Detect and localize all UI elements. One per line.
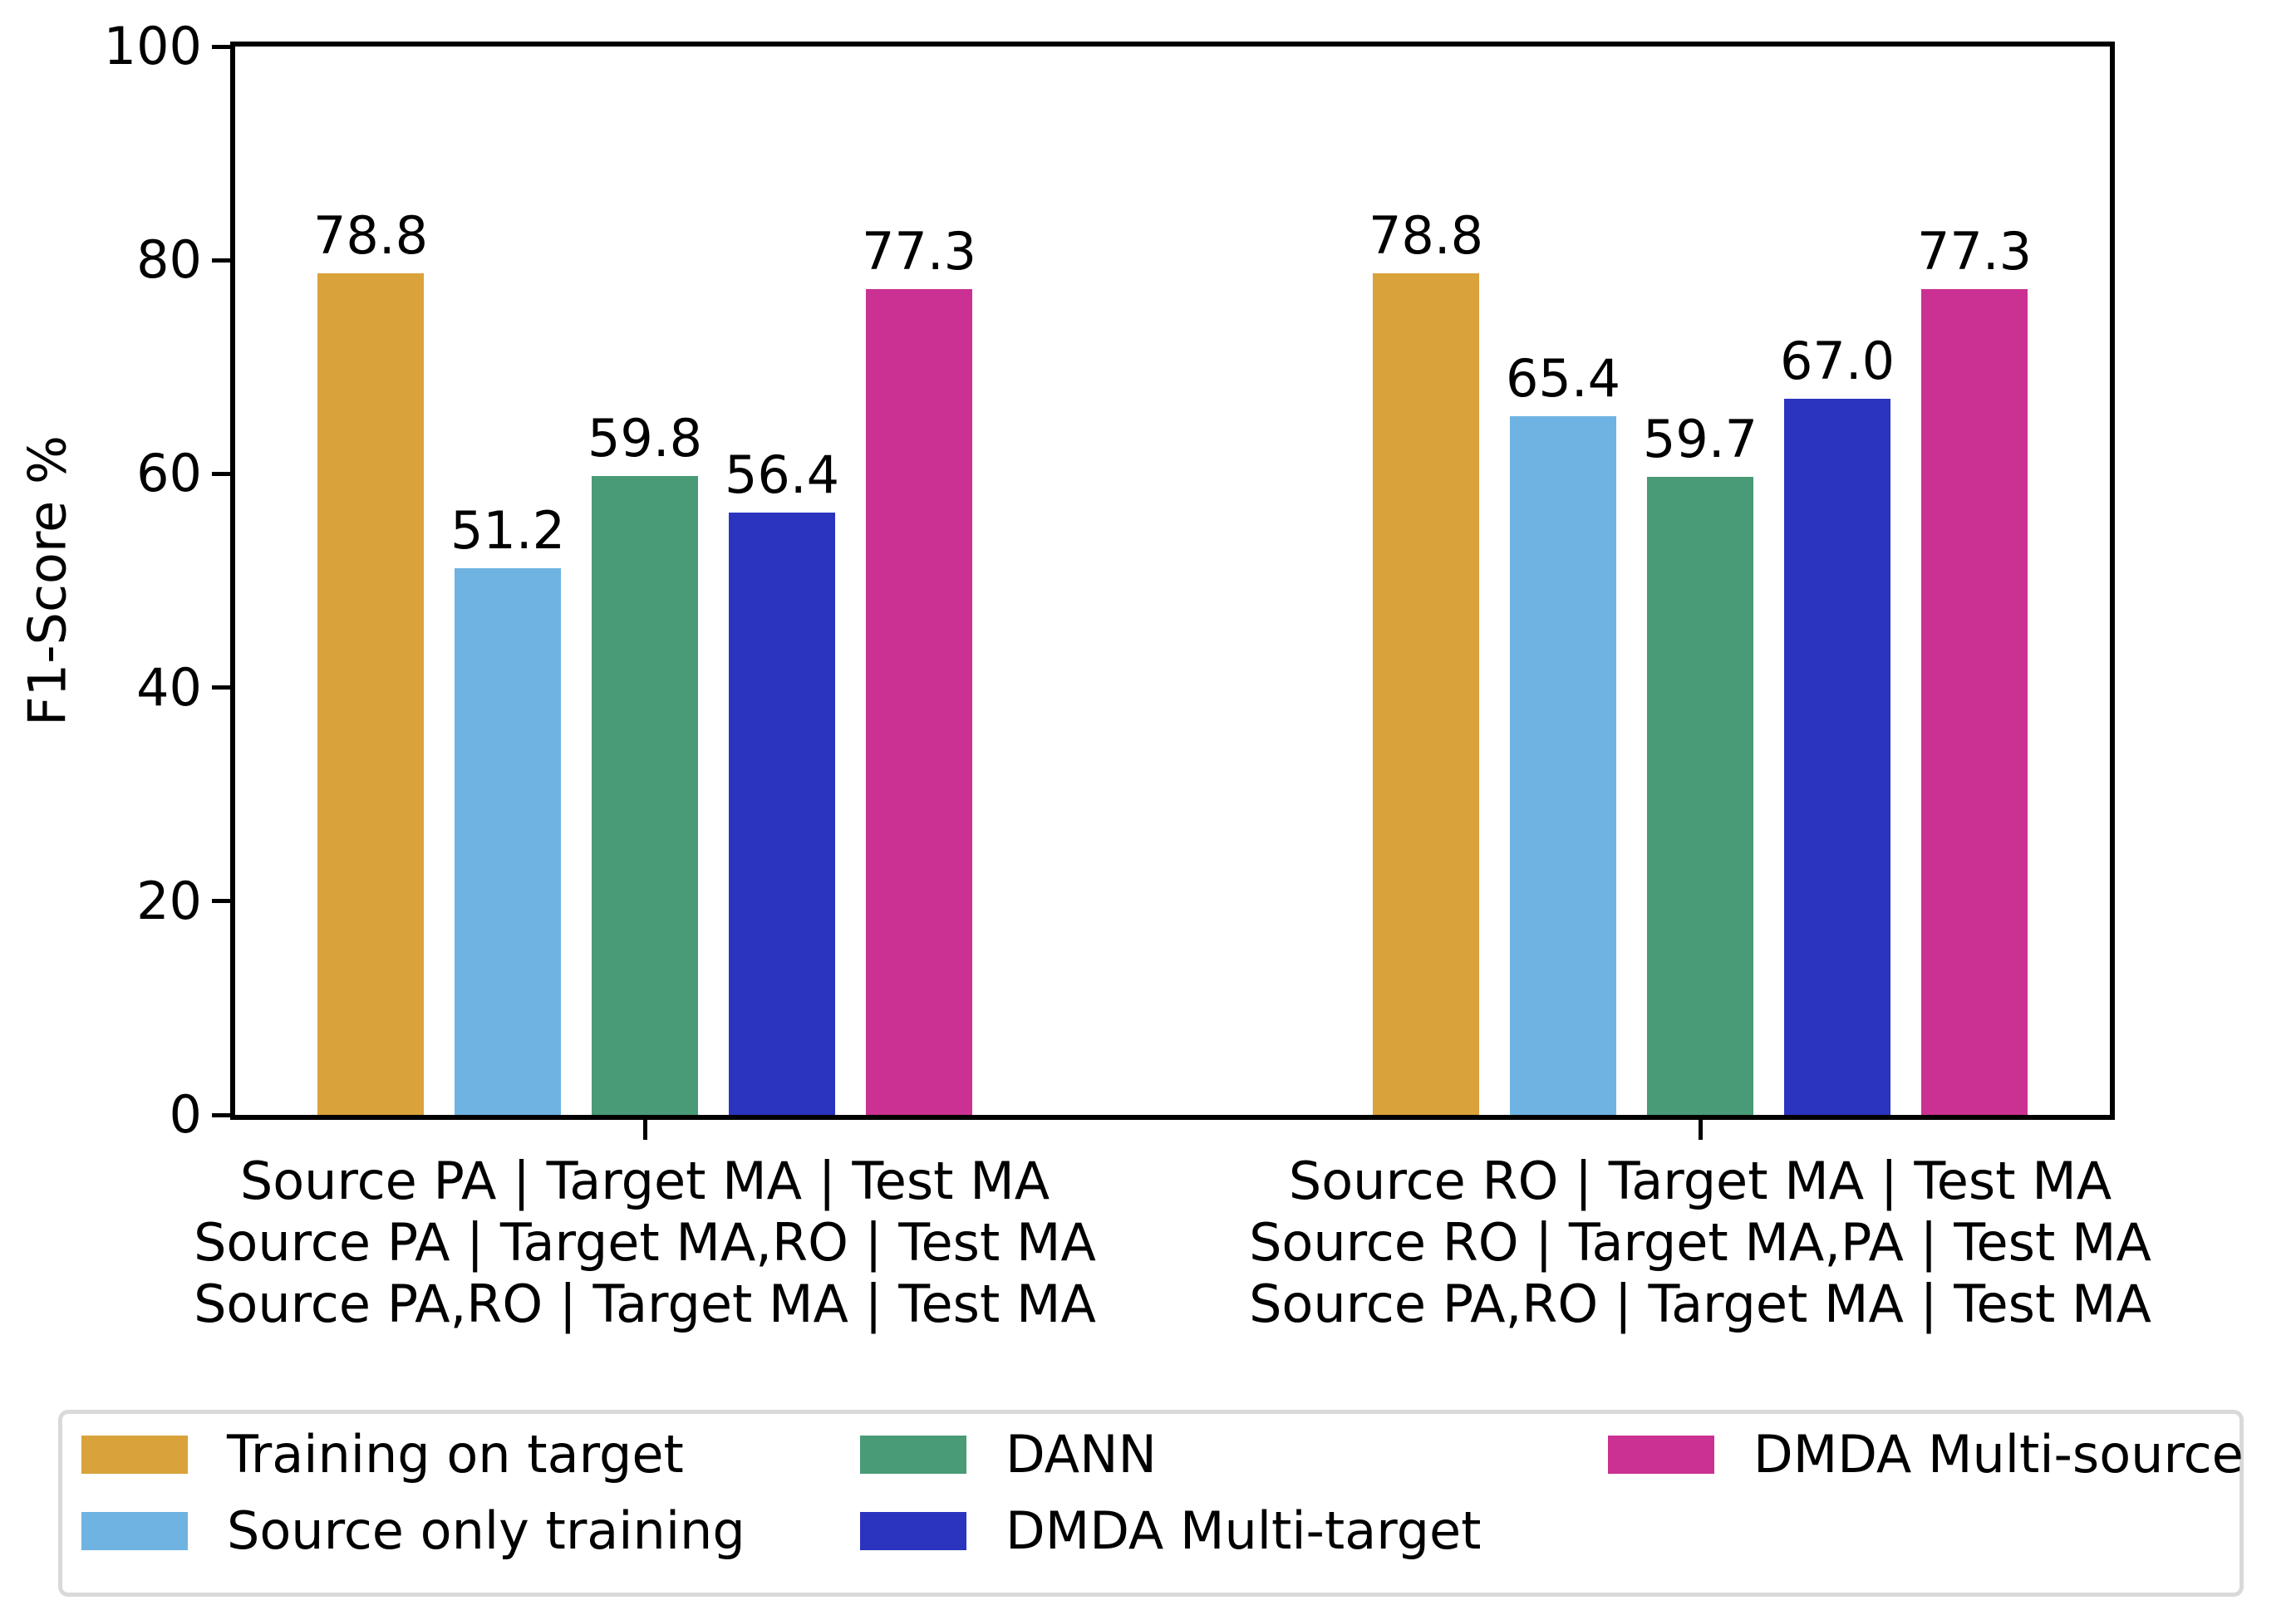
bar-value-label: 77.3 bbox=[1916, 220, 2033, 282]
x-tick-label: Source RO | Target MA | Test MA Source RO… bbox=[1077, 1151, 2296, 1335]
legend-swatch-dmda-multi-source bbox=[1608, 1436, 1714, 1474]
legend-swatch-source-only-training bbox=[81, 1512, 188, 1550]
bar-dmda-multi-source bbox=[1921, 288, 2028, 1115]
bar-value-label: 59.7 bbox=[1642, 409, 1758, 470]
y-tick-mark bbox=[212, 44, 230, 49]
y-tick-label: 40 bbox=[136, 656, 202, 718]
bar-value-label: 67.0 bbox=[1779, 331, 1895, 392]
y-tick-mark bbox=[212, 1112, 230, 1117]
legend: Training on target Source only training DA… bbox=[58, 1410, 2244, 1597]
y-tick-label: 80 bbox=[136, 229, 202, 291]
legend-label: DMDA Multi-source bbox=[1753, 1424, 2244, 1485]
bar-value-label: 78.8 bbox=[1368, 204, 1484, 266]
x-tick-label-line: Source PA,RO | Target MA | Test MA bbox=[1249, 1274, 2151, 1334]
bar-value-label: 65.4 bbox=[1505, 347, 1621, 409]
y-tick-mark bbox=[212, 899, 230, 904]
bar-dann bbox=[592, 475, 698, 1115]
legend-swatch-dann bbox=[860, 1436, 966, 1474]
x-tick-label-line: Source RO | Target MA,PA | Test MA bbox=[1249, 1212, 2151, 1273]
y-tick-mark bbox=[212, 258, 230, 263]
x-tick-label-line: Source RO | Target MA | Test MA bbox=[1288, 1151, 2112, 1211]
bar-value-label: 56.4 bbox=[724, 444, 840, 505]
x-tick-label-line: Source PA | Target MA,RO | Test MA bbox=[194, 1212, 1096, 1273]
bar-training-on-target bbox=[317, 272, 424, 1115]
bar-dmda-multi-target bbox=[1784, 399, 1890, 1115]
y-tick-label: 60 bbox=[136, 443, 202, 504]
bar-source-only-training bbox=[1510, 415, 1616, 1115]
x-tick-label: Source PA | Target MA | Test MA Source PA… bbox=[22, 1151, 1268, 1335]
y-tick-label: 20 bbox=[136, 870, 202, 931]
bar-value-label: 59.8 bbox=[587, 407, 703, 469]
bar-source-only-training bbox=[455, 567, 561, 1115]
y-tick-label: 0 bbox=[169, 1084, 202, 1145]
legend-label: DMDA Multi-target bbox=[1005, 1500, 1482, 1561]
bar-value-label: 51.2 bbox=[450, 499, 566, 561]
y-tick-label: 100 bbox=[103, 16, 202, 76]
bar-value-label: 77.3 bbox=[861, 220, 977, 282]
bar-training-on-target bbox=[1373, 272, 1479, 1115]
legend-swatch-training-on-target bbox=[81, 1436, 188, 1474]
y-tick-mark bbox=[212, 685, 230, 690]
bar-value-label: 78.8 bbox=[312, 204, 429, 266]
bar-dmda-multi-target bbox=[729, 512, 835, 1115]
bar-dann bbox=[1647, 477, 1753, 1115]
x-tick-label-line: Source PA | Target MA | Test MA bbox=[239, 1151, 1050, 1211]
legend-label: Training on target bbox=[227, 1424, 684, 1485]
x-tick-mark bbox=[642, 1120, 647, 1140]
legend-label: DANN bbox=[1005, 1424, 1157, 1485]
legend-swatch-dmda-multi-target bbox=[860, 1512, 966, 1550]
x-tick-label-line: Source PA,RO | Target MA | Test MA bbox=[194, 1274, 1096, 1334]
x-tick-mark bbox=[1698, 1120, 1703, 1140]
legend-label: Source only training bbox=[227, 1500, 745, 1561]
bar-dmda-multi-source bbox=[866, 288, 972, 1115]
y-tick-mark bbox=[212, 471, 230, 476]
